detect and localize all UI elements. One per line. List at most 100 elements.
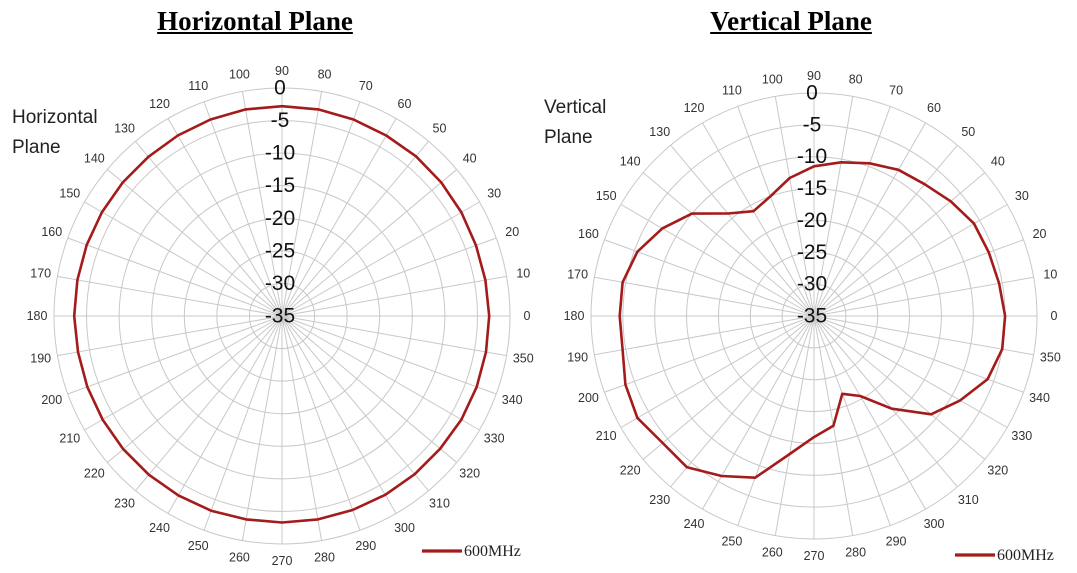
angle-tick-label: 350 xyxy=(513,352,534,366)
legend: 600MHz xyxy=(955,547,1054,564)
legend-label: 600MHz xyxy=(997,547,1054,564)
angle-tick-label: 180 xyxy=(27,309,48,323)
grid-spoke xyxy=(203,101,283,317)
grid-spoke xyxy=(203,315,283,531)
angle-tick-label: 250 xyxy=(721,535,742,549)
grid-spoke xyxy=(57,315,283,357)
radial-tick-label: -30 xyxy=(265,272,295,295)
angle-tick-label: 130 xyxy=(114,121,135,135)
grid-spoke xyxy=(813,122,926,317)
grid-spoke xyxy=(84,315,283,431)
grid-spoke xyxy=(813,276,1034,317)
horizontal-plane-polar-chart: 0 10 20 30 40 50 60 70 80 90 100 110 120 130 140 150 160… xyxy=(12,64,534,568)
grid-spoke xyxy=(281,169,457,317)
grid-spoke xyxy=(167,315,283,514)
angle-tick-label: 310 xyxy=(958,493,979,507)
series-trace-600mhz xyxy=(72,104,491,524)
angle-tick-label: 210 xyxy=(596,429,617,443)
angle-tick-label: 120 xyxy=(149,97,170,111)
grid-spoke xyxy=(135,141,283,317)
grid-spoke xyxy=(281,315,497,395)
grid-spoke xyxy=(281,315,323,541)
grid-spoke xyxy=(813,315,986,460)
radial-tick-label: -15 xyxy=(265,174,295,197)
angle-tick-label: 130 xyxy=(649,125,670,139)
grid-spoke xyxy=(281,315,457,463)
grid-spoke xyxy=(67,237,283,317)
angle-tick-label: 220 xyxy=(620,463,641,477)
angle-tick-label: 320 xyxy=(459,466,480,480)
grid-spoke xyxy=(813,315,1034,356)
grid-spoke xyxy=(107,315,283,463)
grid-spoke xyxy=(642,315,815,460)
angle-tick-label: 300 xyxy=(924,517,945,531)
grid-spoke xyxy=(813,172,986,317)
angle-tick-label: 310 xyxy=(429,497,450,511)
grid-spoke xyxy=(281,315,480,431)
grid-spoke xyxy=(281,237,497,317)
angle-tick-label: 270 xyxy=(272,554,293,568)
vertical-plane-polar-chart: 0 10 20 30 40 50 60 70 80 90 100 110 120 130 140 150 160… xyxy=(544,69,1061,564)
angle-tick-label: 240 xyxy=(149,521,170,535)
grid-spoke xyxy=(281,275,507,317)
grid-spoke xyxy=(813,315,958,488)
grid-spoke xyxy=(774,315,815,536)
radial-tick-label: -5 xyxy=(271,109,290,132)
grid-spoke xyxy=(604,239,815,317)
angle-tick-label: 100 xyxy=(229,68,250,82)
grid-spoke xyxy=(813,315,926,510)
angle-tick-label: 260 xyxy=(762,545,783,559)
angle-tick-label: 200 xyxy=(578,391,599,405)
plane-label: Horizontal xyxy=(12,107,98,128)
grid-spoke xyxy=(281,315,361,531)
angle-tick-label: 280 xyxy=(845,545,866,559)
angle-tick-label: 190 xyxy=(567,351,588,365)
angle-tick-label: 190 xyxy=(30,352,51,366)
vertical-plane-title: Vertical Plane xyxy=(710,6,872,36)
plane-label: Plane xyxy=(544,127,593,148)
grid-spoke xyxy=(813,315,1008,428)
grid-spoke xyxy=(594,276,815,317)
grid-spoke xyxy=(813,144,958,317)
angle-tick-label: 50 xyxy=(961,125,975,139)
legend-label: 600MHz xyxy=(464,543,521,560)
angle-tick-label: 210 xyxy=(59,432,80,446)
angle-tick-label: 110 xyxy=(722,83,742,97)
angle-tick-label: 340 xyxy=(1029,391,1050,405)
grid-spoke xyxy=(281,91,323,317)
angle-tick-label: 170 xyxy=(30,266,51,280)
grid-spoke xyxy=(281,315,429,491)
angle-tick-label: 30 xyxy=(487,187,501,201)
polar-grid xyxy=(590,92,1038,540)
radial-tick-label: -35 xyxy=(797,305,827,328)
grid-spoke xyxy=(737,106,815,317)
angle-tick-label: 170 xyxy=(567,267,588,281)
angle-tick-label: 10 xyxy=(1043,267,1057,281)
radial-tick-label: -20 xyxy=(265,207,295,230)
grid-spoke xyxy=(813,96,854,317)
angle-tick-label: 140 xyxy=(84,152,105,166)
angle-tick-label: 290 xyxy=(886,535,907,549)
angle-tick-label: 30 xyxy=(1015,189,1029,203)
angle-tick-label: 40 xyxy=(463,152,477,166)
angle-tick-label: 350 xyxy=(1040,351,1061,365)
angle-tick-label: 230 xyxy=(114,497,135,511)
angle-tick-label: 90 xyxy=(275,64,289,78)
angle-tick-label: 320 xyxy=(987,463,1008,477)
horizontal-plane-title: Horizontal Plane xyxy=(157,6,353,36)
grid-spoke xyxy=(67,315,283,395)
grid-spoke xyxy=(604,315,815,393)
angle-tick-label: 150 xyxy=(59,187,80,201)
grid-spoke xyxy=(241,315,283,541)
angle-tick-label: 0 xyxy=(1051,309,1058,323)
angle-tick-label: 40 xyxy=(991,155,1005,169)
angle-tick-label: 70 xyxy=(359,79,373,93)
angle-tick-label: 330 xyxy=(1011,429,1032,443)
grid-spoke xyxy=(281,315,397,514)
grid-spoke xyxy=(594,315,815,356)
grid-spoke xyxy=(281,201,480,317)
angle-tick-label: 270 xyxy=(804,549,825,563)
angle-tick-label: 140 xyxy=(620,155,641,169)
angle-tick-label: 340 xyxy=(502,393,523,407)
grid-spoke xyxy=(620,315,815,428)
